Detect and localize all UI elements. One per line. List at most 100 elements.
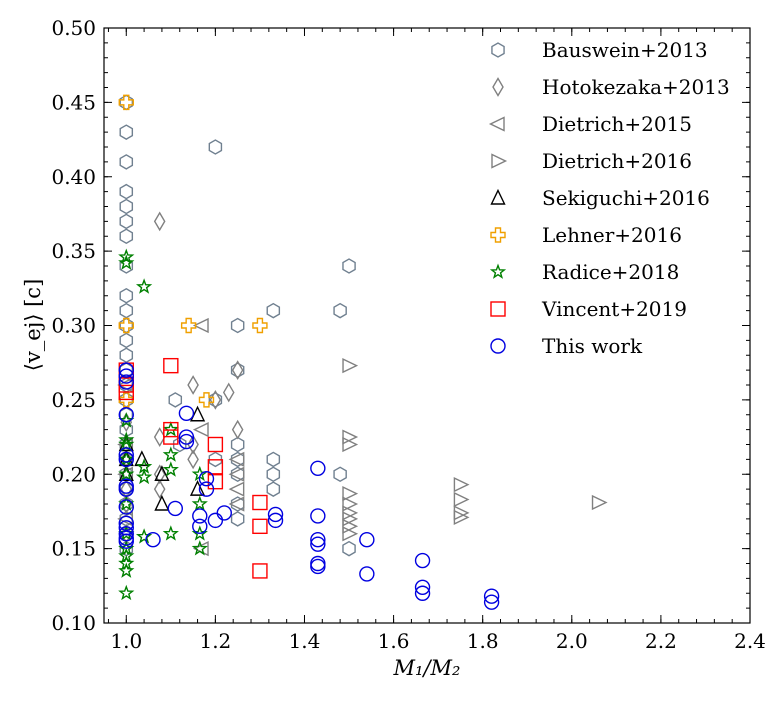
data-point bbox=[342, 258, 356, 274]
data-point bbox=[198, 392, 215, 408]
data-point bbox=[207, 436, 224, 453]
data-point bbox=[230, 436, 245, 453]
data-point bbox=[180, 317, 197, 334]
data-point bbox=[189, 480, 206, 496]
data-point bbox=[118, 533, 134, 549]
data-point bbox=[208, 139, 223, 155]
data-point bbox=[216, 505, 232, 521]
legend-label: Radice+2018 bbox=[542, 260, 679, 284]
y-tick-label: 0.20 bbox=[51, 462, 96, 486]
y-tick-label: 0.30 bbox=[51, 314, 96, 338]
legend-marker bbox=[490, 338, 506, 354]
data-point bbox=[342, 436, 359, 453]
data-point bbox=[118, 447, 134, 463]
data-point bbox=[118, 584, 135, 601]
data-point bbox=[191, 495, 208, 511]
data-point bbox=[483, 594, 500, 610]
x-tick-label: 1.0 bbox=[110, 629, 142, 653]
legend-marker bbox=[490, 188, 506, 205]
data-point bbox=[252, 518, 268, 535]
data-point bbox=[342, 358, 359, 374]
data-point bbox=[118, 451, 134, 468]
data-point bbox=[310, 558, 326, 575]
data-point bbox=[118, 499, 134, 515]
data-point bbox=[118, 431, 135, 447]
data-point bbox=[230, 317, 245, 334]
legend-label: Dietrich+2016 bbox=[542, 149, 692, 173]
data-point bbox=[119, 154, 134, 170]
data-point bbox=[342, 511, 359, 527]
data-point bbox=[118, 465, 134, 481]
data-point bbox=[192, 317, 209, 334]
data-point bbox=[414, 552, 431, 569]
data-point bbox=[342, 526, 359, 542]
data-point bbox=[228, 466, 245, 482]
y-axis-label: ⟨v_ej⟩ [c] bbox=[21, 279, 45, 372]
data-point bbox=[414, 585, 431, 601]
data-point bbox=[187, 375, 199, 395]
data-point bbox=[483, 588, 500, 604]
data-point bbox=[207, 459, 224, 475]
data-point bbox=[118, 526, 134, 542]
data-points bbox=[117, 94, 608, 610]
y-tick-label: 0.35 bbox=[51, 239, 96, 263]
data-point bbox=[118, 407, 134, 423]
data-point bbox=[191, 540, 208, 556]
data-point bbox=[342, 485, 359, 502]
data-point bbox=[119, 332, 134, 349]
data-point bbox=[118, 248, 135, 264]
data-point bbox=[135, 468, 153, 485]
data-point bbox=[119, 302, 134, 319]
data-point bbox=[187, 434, 199, 455]
data-point bbox=[414, 579, 431, 595]
data-point bbox=[118, 94, 134, 111]
data-point bbox=[153, 211, 166, 232]
data-point bbox=[310, 532, 326, 548]
data-point bbox=[189, 405, 206, 422]
data-point bbox=[252, 563, 268, 579]
data-point bbox=[119, 228, 134, 245]
data-point bbox=[134, 450, 150, 467]
legend-marker bbox=[491, 42, 505, 58]
axis-ticks bbox=[104, 27, 751, 624]
data-point bbox=[118, 374, 134, 390]
legend-label: Dietrich+2015 bbox=[542, 112, 692, 136]
y-tick-label: 0.40 bbox=[51, 165, 96, 189]
data-point bbox=[198, 481, 215, 497]
data-point bbox=[228, 481, 245, 497]
data-point bbox=[119, 183, 134, 200]
data-point bbox=[118, 465, 135, 482]
legend-label: This work bbox=[542, 334, 643, 358]
data-point bbox=[135, 278, 153, 294]
y-tick-label: 0.45 bbox=[51, 90, 96, 114]
series-dietrich-2016 bbox=[342, 358, 608, 542]
data-point bbox=[145, 532, 161, 548]
data-point bbox=[162, 421, 179, 437]
data-point bbox=[453, 477, 470, 493]
data-point bbox=[168, 392, 183, 408]
plot-area bbox=[103, 27, 751, 624]
data-point bbox=[267, 512, 284, 529]
data-point bbox=[162, 461, 179, 477]
legend-label: Sekiguchi+2016 bbox=[542, 186, 710, 210]
data-point bbox=[118, 362, 134, 378]
data-point bbox=[230, 362, 245, 378]
data-point bbox=[118, 254, 135, 270]
data-point bbox=[230, 511, 245, 527]
data-point bbox=[333, 302, 347, 319]
x-tick-label: 1.2 bbox=[199, 629, 231, 653]
data-point bbox=[162, 525, 179, 541]
data-point bbox=[453, 491, 470, 508]
legend-label: Hotokezaka+2013 bbox=[542, 75, 730, 99]
data-point bbox=[119, 287, 134, 304]
data-point bbox=[266, 451, 281, 468]
data-point bbox=[192, 508, 208, 524]
data-point bbox=[252, 494, 268, 511]
series-this-work bbox=[118, 362, 500, 610]
data-point bbox=[591, 494, 608, 511]
data-point bbox=[266, 302, 281, 319]
data-point bbox=[119, 124, 134, 140]
tick-labels: 1.0 1.2 1.4 1.6 1.8 2.0 2.2 2.4 0.10 0.15 0.20 0.25… bbox=[51, 16, 765, 653]
data-point bbox=[120, 412, 133, 433]
